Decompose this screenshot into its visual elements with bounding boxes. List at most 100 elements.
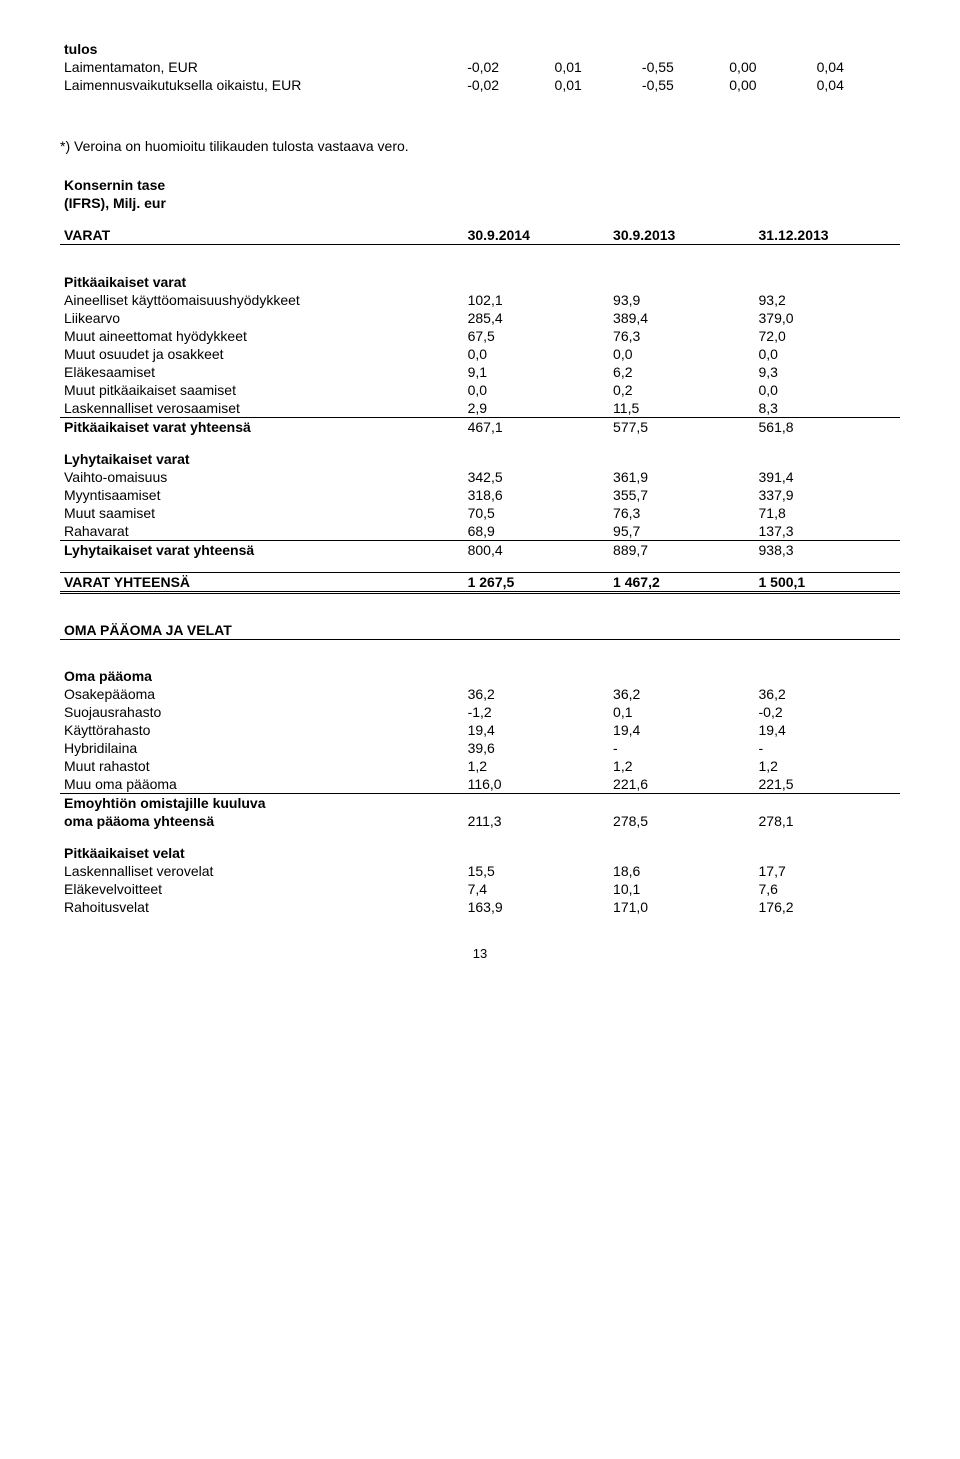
row-label: Muu oma pääoma [60, 775, 464, 794]
cell: 71,8 [755, 504, 901, 522]
cell: 0,0 [464, 345, 609, 363]
cell: 2,9 [464, 399, 609, 418]
cell: 70,5 [464, 504, 609, 522]
table-row: Käyttörahasto 19,4 19,4 19,4 [60, 721, 900, 739]
row-label: Laskennalliset verovelat [60, 862, 464, 880]
row-label: Muut osuudet ja osakkeet [60, 345, 464, 363]
cell: 36,2 [755, 685, 901, 703]
row-label: Eläkevelvoitteet [60, 880, 464, 898]
eps-cell: -0,02 [463, 58, 550, 76]
table-row: Hybridilaina 39,6 - - [60, 739, 900, 757]
table-row: Muut rahastot 1,2 1,2 1,2 [60, 757, 900, 775]
table-row: Laskennalliset verovelat 15,5 18,6 17,7 [60, 862, 900, 880]
cell: 221,6 [609, 775, 754, 794]
cell: 10,1 [609, 880, 754, 898]
cell: 211,3 [464, 812, 609, 830]
table-row: Myyntisaamiset 318,6 355,7 337,9 [60, 486, 900, 504]
section-title: Lyhytaikaiset varat [60, 450, 464, 468]
table-row: Eläkevelvoitteet 7,4 10,1 7,6 [60, 880, 900, 898]
cell: 9,3 [755, 363, 901, 381]
cell: 1 467,2 [609, 573, 754, 593]
equity-heading: OMA PÄÄOMA JA VELAT [60, 621, 464, 640]
cell: 15,5 [464, 862, 609, 880]
balance-table: Konsernin tase (IFRS), Milj. eur VARAT 3… [60, 176, 900, 916]
cell: 391,4 [755, 468, 901, 486]
cell: 800,4 [464, 540, 609, 559]
table-row: Muu oma pääoma 116,0 221,6 221,5 [60, 775, 900, 794]
cell: 0,1 [609, 703, 754, 721]
row-label: Myyntisaamiset [60, 486, 464, 504]
cell: 18,6 [609, 862, 754, 880]
row-label: Muut rahastot [60, 757, 464, 775]
page-number: 13 [60, 946, 900, 961]
cell: 938,3 [755, 540, 901, 559]
eps-cell: -0,55 [638, 76, 725, 94]
cell: 467,1 [464, 417, 609, 436]
cell: 1,2 [464, 757, 609, 775]
table-row: Eläkesaamiset 9,1 6,2 9,3 [60, 363, 900, 381]
cell: 93,9 [609, 291, 754, 309]
eps-row: Laimennusvaikutuksella oikaistu, EUR -0,… [60, 76, 900, 94]
cell: 0,0 [464, 381, 609, 399]
cell: 0,2 [609, 381, 754, 399]
table-row: Laskennalliset verosaamiset 2,9 11,5 8,3 [60, 399, 900, 418]
cell: 1,2 [755, 757, 901, 775]
table-row: Suojausrahasto -1,2 0,1 -0,2 [60, 703, 900, 721]
cell: 176,2 [755, 898, 901, 916]
eps-table: tulos Laimentamaton, EUR -0,02 0,01 -0,5… [60, 40, 900, 94]
cell: 889,7 [609, 540, 754, 559]
cell: 9,1 [464, 363, 609, 381]
cell: 68,9 [464, 522, 609, 541]
grand-total-row: VARAT YHTEENSÄ 1 267,5 1 467,2 1 500,1 [60, 573, 900, 593]
eps-cell: -0,55 [638, 58, 725, 76]
section-title: Pitkäaikaiset velat [60, 844, 464, 862]
cell: 1 267,5 [464, 573, 609, 593]
row-label: Laskennalliset verosaamiset [60, 399, 464, 418]
row-label: Muut pitkäaikaiset saamiset [60, 381, 464, 399]
section-title: Oma pääoma [60, 667, 464, 685]
cell: 19,4 [464, 721, 609, 739]
cell: 0,0 [755, 345, 901, 363]
cell: 116,0 [464, 775, 609, 794]
cell: -1,2 [464, 703, 609, 721]
cell: 171,0 [609, 898, 754, 916]
cell: 19,4 [609, 721, 754, 739]
eps-cell: 0,04 [813, 58, 900, 76]
cell: 36,2 [464, 685, 609, 703]
cell: 67,5 [464, 327, 609, 345]
cell: 278,5 [609, 812, 754, 830]
cell: 7,6 [755, 880, 901, 898]
table-row: Muut osuudet ja osakkeet 0,0 0,0 0,0 [60, 345, 900, 363]
cell: 163,9 [464, 898, 609, 916]
cell: 1 500,1 [755, 573, 901, 593]
cell: 19,4 [755, 721, 901, 739]
row-label: Muut saamiset [60, 504, 464, 522]
row-label: Käyttörahasto [60, 721, 464, 739]
varat-label: VARAT [60, 226, 464, 245]
cell: 11,5 [609, 399, 754, 418]
cell: 379,0 [755, 309, 901, 327]
row-label: Vaihto-omaisuus [60, 468, 464, 486]
date-header: 31.12.2013 [755, 226, 901, 245]
balance-heading1: Konsernin tase [60, 176, 464, 194]
cell: 6,2 [609, 363, 754, 381]
cell: 0,0 [609, 345, 754, 363]
cell: 7,4 [464, 880, 609, 898]
cell: 318,6 [464, 486, 609, 504]
cell: 76,3 [609, 504, 754, 522]
total-row: oma pääoma yhteensä 211,3 278,5 278,1 [60, 812, 900, 830]
cell: 8,3 [755, 399, 901, 418]
eps-cell: -0,02 [463, 76, 550, 94]
table-row: Vaihto-omaisuus 342,5 361,9 391,4 [60, 468, 900, 486]
cell: 342,5 [464, 468, 609, 486]
table-row: Aineelliset käyttöomaisuushyödykkeet 102… [60, 291, 900, 309]
total-label: Lyhytaikaiset varat yhteensä [60, 540, 464, 559]
cell: 72,0 [755, 327, 901, 345]
row-label: Aineelliset käyttöomaisuushyödykkeet [60, 291, 464, 309]
cell: 95,7 [609, 522, 754, 541]
table-row: Muut saamiset 70,5 76,3 71,8 [60, 504, 900, 522]
date-header: 30.9.2013 [609, 226, 754, 245]
row-label: Hybridilaina [60, 739, 464, 757]
cell: 337,9 [755, 486, 901, 504]
row-label: Osakepääoma [60, 685, 464, 703]
